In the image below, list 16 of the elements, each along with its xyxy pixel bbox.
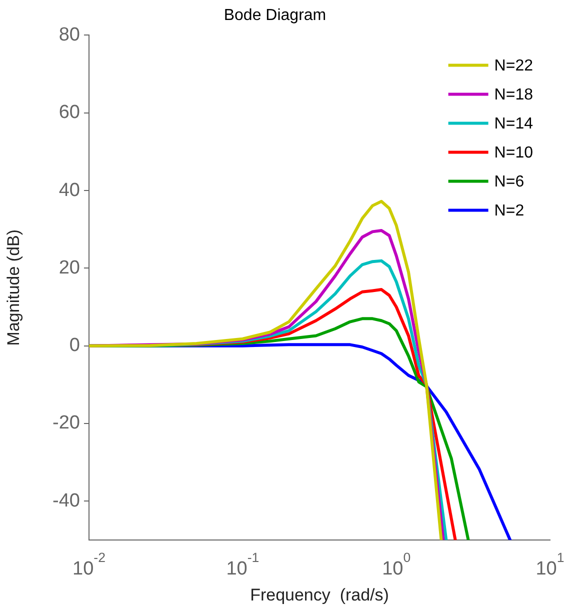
- y-tick-label: -20: [52, 412, 80, 434]
- y-tick-label: -40: [52, 490, 80, 512]
- x-axis-title: Frequency (rad/s): [250, 585, 389, 604]
- legend-label: N=18: [494, 86, 534, 104]
- legend-label: N=22: [494, 58, 534, 75]
- legend-label: N=6: [494, 174, 524, 191]
- y-tick-label: 40: [58, 180, 80, 201]
- y-axis-title: Magnitude (dB): [4, 229, 23, 346]
- legend-label: N=10: [494, 144, 534, 162]
- y-tick-label: 60: [58, 102, 80, 124]
- legend-label: N=14: [494, 116, 534, 133]
- y-tick-label: 0: [69, 335, 80, 356]
- y-tick-label: 80: [58, 24, 80, 46]
- y-tick-label: 20: [58, 257, 80, 278]
- chart-title: Bode Diagram: [224, 7, 326, 24]
- legend-label: N=2: [494, 202, 524, 220]
